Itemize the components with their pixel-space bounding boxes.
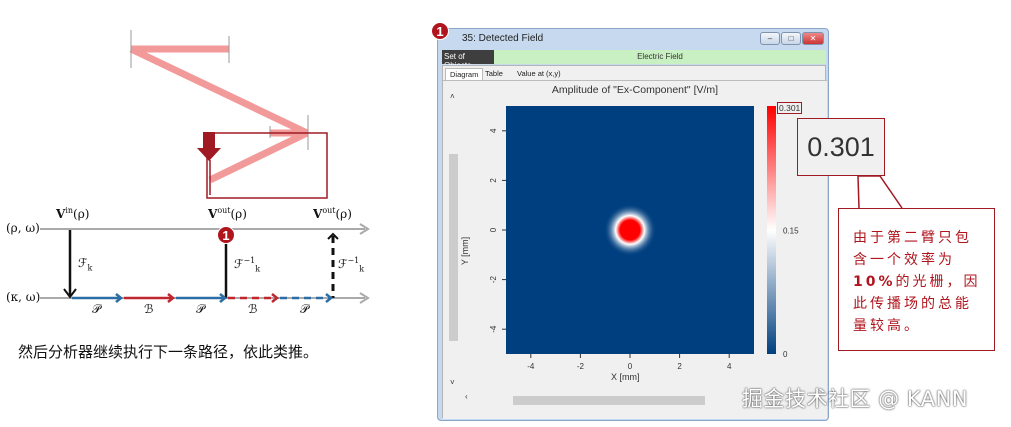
close-button[interactable]: ✕: [802, 32, 824, 45]
segment-label: ℬ: [248, 302, 258, 316]
x-axis-label: X [mm]: [611, 372, 640, 382]
window-title: 35: Detected Field: [462, 33, 544, 44]
x-tick-label: 2: [677, 362, 682, 371]
annotation-callout: 由于第二臂只包含一个效率为10%的光栅，因此传播场的总能量较高。: [838, 208, 995, 351]
operator-segments: [72, 293, 334, 303]
watermark: 掘金技术社区 @ KANN: [742, 387, 969, 411]
heatmap-chart: -4 -2 0 2 4 -4 -2 0 2 4 0 0.15: [489, 106, 799, 371]
x-tick-label: -4: [527, 362, 535, 371]
segment-label: 𝒫: [196, 302, 205, 316]
v-in-label: Vin(ρ): [56, 206, 90, 221]
y-tick-label: -4: [489, 325, 498, 333]
x-tick-label: 4: [727, 362, 732, 371]
description-text: 然后分析器继续执行下一条路径，依此类推。: [18, 343, 319, 361]
segment-label: 𝒫: [92, 302, 101, 316]
fourier-label: ℱk: [78, 256, 93, 273]
diagram-panel: Diagram Table Value at (x,y) Amplitude o…: [442, 65, 827, 419]
detected-field-window: 35: Detected Field – □ ✕ Set of Objects …: [437, 28, 829, 421]
max-value-zoom: 0.301: [797, 118, 885, 176]
inverse-fourier-label: ℱ−1k: [234, 256, 261, 274]
y-tick-label: 4: [489, 128, 498, 133]
beam-path-diagram: [40, 30, 370, 304]
x-tick-label: -2: [577, 362, 585, 371]
object-name: Electric Field: [637, 52, 683, 61]
field-spot: [603, 203, 657, 257]
scroll-left-icon[interactable]: ‹: [465, 392, 468, 401]
colorbar: [767, 106, 776, 354]
maximize-button[interactable]: □: [781, 32, 801, 45]
highlight-box: [206, 132, 328, 199]
segment-label: ℬ: [144, 302, 154, 316]
chart-title: Amplitude of "Ex-Component" [V/m]: [551, 84, 719, 96]
minimize-button[interactable]: –: [760, 32, 780, 45]
colorbar-tick-label: 0: [783, 350, 788, 359]
v-out-label-2: Vout(ρ): [313, 206, 352, 221]
step-badge: 1: [431, 22, 449, 40]
colorbar-max-label: 0.301: [777, 102, 803, 114]
colorbar-tick-label: 0.15: [783, 226, 799, 235]
v-out-label: Vout(ρ): [208, 206, 247, 221]
y-tick-label: 2: [489, 178, 498, 183]
segment-label: 𝒫: [300, 302, 309, 316]
tab-diagram[interactable]: Diagram: [445, 68, 484, 80]
arrow-down-icon: [197, 132, 221, 161]
x-tick-label: 0: [628, 362, 633, 371]
vertical-scrollbar[interactable]: [449, 154, 458, 341]
tab-table[interactable]: Table: [485, 69, 503, 78]
horizontal-scrollbar[interactable]: [513, 396, 705, 405]
step-badge: 1: [217, 226, 235, 244]
spatial-domain-label: (ρ, ω): [6, 221, 40, 235]
tab-value-at-xy[interactable]: Value at (x,y): [517, 69, 561, 78]
scroll-down-icon[interactable]: ˅: [450, 378, 455, 387]
frequency-domain-label: (κ, ω): [6, 290, 41, 304]
scroll-up-icon[interactable]: ˄: [450, 92, 455, 101]
y-tick-label: 0: [489, 227, 498, 232]
inverse-fourier-label-2: ℱ−1k: [338, 256, 365, 274]
y-tick-label: -2: [489, 275, 498, 283]
